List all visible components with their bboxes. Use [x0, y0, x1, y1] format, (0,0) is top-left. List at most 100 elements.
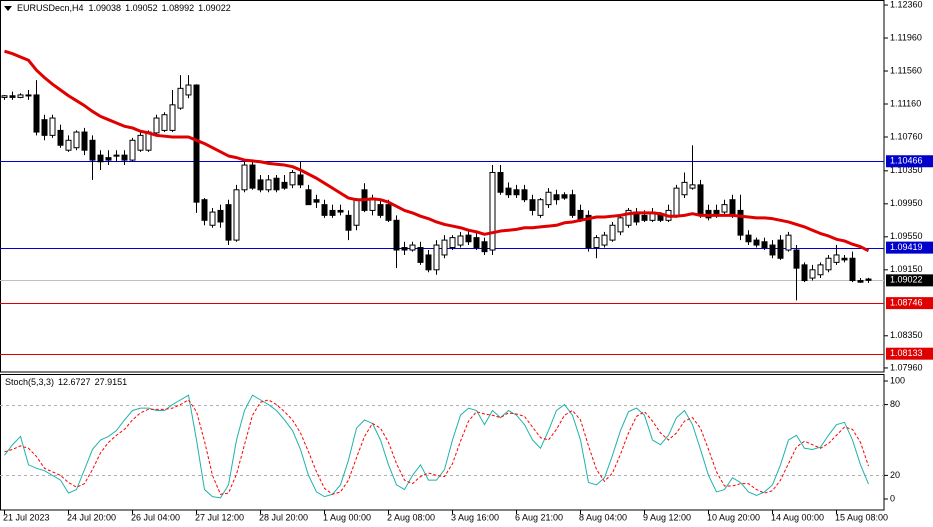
- y-tick-label: 1.07960: [890, 362, 923, 372]
- candle-body: [73, 131, 80, 149]
- candle-body: [81, 131, 88, 151]
- price-label: 1.08746: [890, 298, 923, 308]
- candle-body: [337, 209, 344, 213]
- y-tick-label: 100: [890, 375, 905, 385]
- candle-body: [737, 209, 744, 236]
- y-tick-label: 1.11960: [890, 32, 922, 42]
- candle-body: [617, 217, 624, 233]
- candle-body: [777, 239, 784, 259]
- candle-body: [113, 154, 120, 157]
- y-tick-label: 1.12360: [890, 0, 923, 9]
- candle-body: [345, 214, 352, 231]
- y-tick-label: 1.09150: [890, 264, 923, 274]
- candle-body: [89, 139, 96, 161]
- candle-body: [225, 204, 232, 241]
- candle-body: [729, 199, 736, 216]
- candle-body: [441, 239, 448, 256]
- candle-body: [529, 199, 536, 211]
- candle-body: [41, 119, 48, 136]
- candle-body: [353, 199, 360, 226]
- candle-body: [825, 257, 832, 271]
- x-tick-label: 9 Aug 12:00: [643, 512, 691, 522]
- y-tick-label: 0: [890, 493, 895, 503]
- y-tick-label: 1.08350: [890, 330, 923, 340]
- candle-body: [169, 104, 176, 131]
- candle-body: [849, 257, 856, 282]
- current-price-label: 1.09022: [890, 275, 923, 285]
- x-tick-label: 21 Jul 2023: [3, 512, 50, 522]
- candle-body: [273, 177, 280, 191]
- stoch-signal-value: 27.9151: [95, 377, 128, 387]
- price-label-box: [886, 155, 933, 168]
- y-tick-label: 1.09550: [890, 231, 923, 241]
- candle-body: [785, 234, 792, 251]
- candle-body: [305, 189, 312, 206]
- candle-body: [161, 114, 168, 131]
- candle-body: [1, 95, 8, 98]
- candle-body: [9, 95, 16, 98]
- candle-body: [209, 211, 216, 226]
- candle-body: [425, 254, 432, 271]
- stoch-header: Stoch(5,3,3) 12.6727 27.9151: [5, 377, 127, 387]
- price-label-box: [886, 347, 933, 360]
- candle-body: [545, 191, 552, 206]
- candle-body: [641, 214, 648, 221]
- candle-body: [57, 129, 64, 146]
- candle-body: [241, 164, 248, 191]
- y-tick-label: 1.11160: [890, 98, 921, 108]
- candle-body: [489, 171, 496, 251]
- candle-body: [65, 139, 72, 151]
- candle-body: [681, 181, 688, 196]
- candle-body: [497, 171, 504, 193]
- main-layer: [0, 49, 884, 355]
- y-tick-label: 1.10350: [890, 165, 923, 175]
- candle-body: [793, 249, 800, 269]
- candle-body: [121, 154, 128, 161]
- candle-body: [465, 234, 472, 243]
- candle-body: [201, 199, 208, 221]
- header-open: 1.09038: [89, 3, 122, 13]
- candle-body: [625, 209, 632, 226]
- candle-body: [417, 247, 424, 263]
- candle-body: [857, 280, 864, 283]
- y-tick-label: 1.09950: [890, 198, 923, 208]
- x-tick-label: 10 Aug 20:00: [707, 512, 760, 522]
- candle-body: [841, 257, 848, 261]
- main-panel-frame: [0, 0, 885, 373]
- candle-body: [137, 134, 144, 151]
- candle-body: [385, 204, 392, 221]
- candle-body: [193, 84, 200, 203]
- candle-body: [313, 199, 320, 203]
- stoch-panel-frame: [0, 374, 885, 511]
- moving-average: [4, 49, 870, 253]
- x-tick-label: 14 Aug 00:00: [771, 512, 824, 522]
- x-tick-label: 8 Aug 04:00: [579, 512, 627, 522]
- candle-body: [553, 194, 560, 201]
- main-header: EURUSDecn,H4 1.09038 1.09052 1.08992 1.09022: [17, 3, 231, 13]
- candle-body: [265, 179, 272, 191]
- candle-body: [761, 241, 768, 249]
- candle-body: [393, 219, 400, 251]
- candle-body: [769, 244, 776, 256]
- candle-body: [473, 237, 480, 249]
- candle-body: [281, 181, 288, 189]
- candle-body: [177, 87, 184, 109]
- candle-body: [609, 224, 616, 241]
- x-tick-label: 2 Aug 08:00: [387, 512, 435, 522]
- x-tick-label: 3 Aug 16:00: [451, 512, 499, 522]
- candle-body: [457, 235, 464, 246]
- stoch-main-value: 12.6727: [58, 377, 91, 387]
- header-close: 1.09022: [198, 3, 231, 13]
- candle-body: [673, 187, 680, 216]
- candle-body: [561, 194, 568, 199]
- candle-body: [809, 269, 816, 279]
- candle-body: [801, 264, 808, 282]
- candle-body: [185, 84, 192, 96]
- candle-body: [233, 189, 240, 241]
- current-price-box: [886, 274, 933, 287]
- candle-body: [657, 214, 664, 221]
- y-tick-label: 20: [890, 470, 900, 480]
- candle-body: [753, 239, 760, 246]
